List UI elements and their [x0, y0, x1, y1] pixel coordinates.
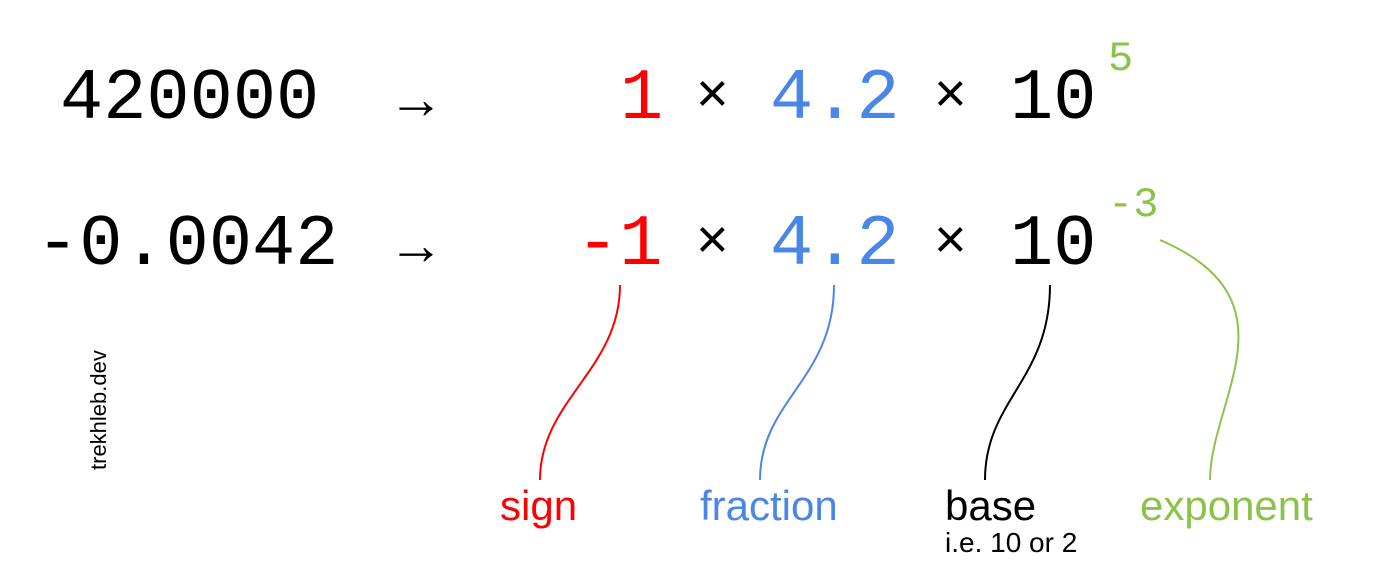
row1-arrow-icon: → [388, 67, 444, 130]
row2-sign: -1 [576, 204, 662, 286]
connector-fraction [760, 285, 834, 480]
row2-times2: × [934, 207, 967, 270]
label-base: base [945, 482, 1036, 529]
row2-times1: × [696, 207, 729, 270]
row2-base: 10 [1010, 204, 1096, 286]
label-exponent: exponent [1140, 482, 1313, 529]
connector-exponent [1160, 240, 1238, 480]
row1-exponent: 5 [1108, 35, 1133, 83]
row2-fraction: 4.2 [770, 204, 900, 286]
diagram-canvas: 420000 → 1 × 4.2 × 10 5 -0.0042 → -1 × 4… [0, 0, 1400, 574]
row1-sign: 1 [620, 58, 663, 140]
label-base-sub: i.e. 10 or 2 [945, 527, 1077, 558]
connector-sign [540, 285, 620, 480]
connector-base [985, 285, 1050, 480]
row1-base: 10 [1010, 58, 1096, 140]
label-sign: sign [500, 482, 577, 529]
row2-number: -0.0042 [36, 204, 338, 286]
row2-exponent: -3 [1108, 181, 1158, 229]
row2-arrow-icon: → [388, 213, 444, 276]
label-fraction: fraction [700, 482, 838, 529]
row1-number: 420000 [60, 58, 319, 140]
row1-times2: × [934, 61, 967, 124]
watermark: trekhleb.dev [86, 350, 111, 470]
row1-fraction: 4.2 [770, 58, 900, 140]
row1-times1: × [696, 61, 729, 124]
